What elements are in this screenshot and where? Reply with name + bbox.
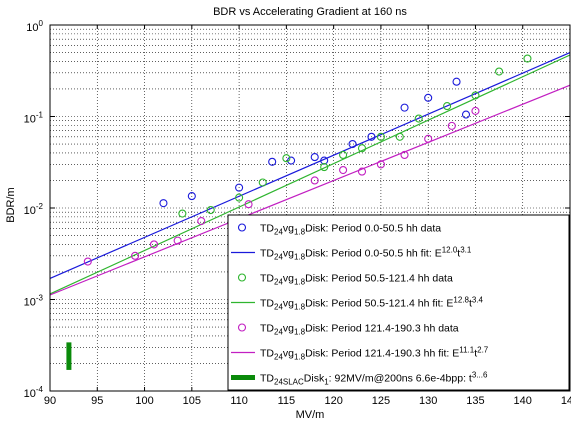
legend-marker [237,223,247,232]
legend-label: TD24vg1.8Disk: Period 121.4-190.3 hh dat… [260,323,459,337]
y-tick-label: 10-2 [24,202,44,217]
y-tick-label: 10-4 [24,385,44,400]
data-point [131,251,140,260]
data-point [523,54,532,63]
data-point [461,110,471,119]
legend-label: TD24vg1.8Disk: Period 0.0-50.5 hh data [260,223,441,237]
legend-label: TD24vg1.8Disk: Period 0.0-50.5 hh fit: E… [260,246,472,262]
grid [49,25,571,392]
x-tick-label: 125 [372,395,390,407]
x-tick-label: 135 [466,395,484,407]
data-point [258,178,267,187]
legend-box [227,214,570,391]
x-tick-label: 145 [561,395,571,407]
legend-label: TD24vg1.8Disk: Period 50.5-121.4 hh fit:… [260,296,484,312]
x-tick-label: 95 [91,395,103,407]
y-tick-label: 100 [26,19,43,34]
y-tick-label: 10-1 [24,111,44,126]
data-point [339,150,348,159]
legend-label: TD24SLACDisk1: 92MV/m@200ns 6.6e-4bpp: t… [260,371,488,387]
data-point [235,193,244,202]
x-tick-label: 110 [230,395,248,407]
data-point [376,132,385,141]
data-point [287,156,296,165]
data-point [452,77,461,86]
fit-line-5 [49,84,571,296]
x-tick-label: 120 [324,395,342,407]
data-point [414,114,423,123]
data-point [443,102,452,111]
y-tick-label: 10-3 [24,294,44,309]
y-axis-label: BDR/m [5,187,17,222]
legend-label: TD24vg1.8Disk: Period 121.4-190.3 hh fit… [260,346,489,362]
x-tick-label: 130 [419,395,437,407]
data-point [310,153,319,162]
x-tick-label: 100 [135,395,153,407]
data-point [495,67,504,76]
data-point [400,103,409,112]
plot-marks [49,51,571,370]
fit-line-3 [49,54,571,295]
x-tick-label: 115 [278,395,296,407]
data-point [447,121,456,130]
data-point [235,183,244,192]
y-axis-ticks: 100 10-1 10-2 10-3 10-4 [24,19,570,400]
data-point [357,144,367,153]
legend: TD24vg1.8Disk: Period 0.0-50.5 hh data TD… [227,214,570,391]
x-tick-label: 105 [183,395,201,407]
data-point [159,199,168,208]
data-point [206,205,215,215]
data-point [268,157,277,166]
x-tick-label: 140 [514,395,532,407]
slac-bar [66,342,72,370]
legend-label: TD24vg1.8Disk: Period 50.5-121.4 hh data [260,273,453,287]
data-point [178,209,187,218]
data-point [197,217,206,226]
fit-line-1 [49,51,571,279]
data-point [149,240,159,249]
legend-marker [237,323,247,332]
x-axis-label: MV/m [296,409,325,421]
legend-marker [237,273,247,282]
data-point [320,163,329,172]
data-point [357,167,367,176]
data-point [310,176,319,185]
data-point [471,106,480,115]
plot-frame [49,24,571,392]
chart-title: BDR vs Accelerating Gradient at 160 ns [213,6,407,18]
data-point [339,165,348,175]
data-point [187,192,196,201]
data-point [244,200,253,209]
x-tick-label: 90 [44,395,56,407]
data-point [83,257,92,266]
data-point [424,93,433,102]
data-point [282,154,291,163]
